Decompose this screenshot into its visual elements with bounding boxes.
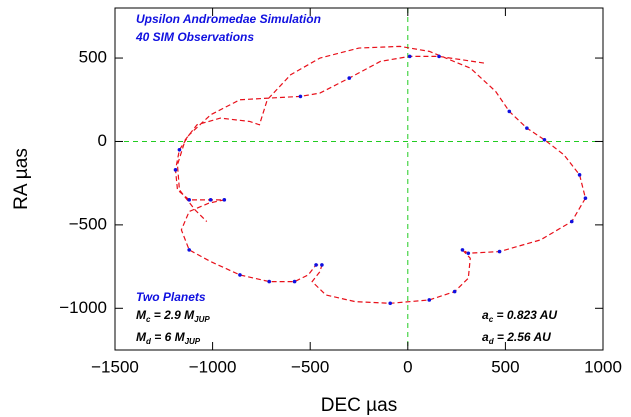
- subscript: JUP: [185, 337, 201, 346]
- x-tick-label: −1000: [189, 357, 237, 376]
- plot-frame: [114, 7, 604, 351]
- model-orbit: [174, 45, 587, 304]
- annotation-part: M: [136, 308, 147, 322]
- annotation-part: M: [136, 330, 147, 344]
- x-tick-label: −1500: [91, 357, 139, 376]
- observation: [267, 279, 272, 284]
- annotation-title: Two Planets: [136, 290, 206, 304]
- observation: [208, 198, 213, 202]
- x-tick-label: 1000: [584, 357, 622, 376]
- y-tick-label: −1000: [59, 298, 107, 317]
- observation: [177, 148, 182, 152]
- annotation-part: a: [482, 330, 489, 344]
- observation: [577, 173, 582, 177]
- x-tick-label: −500: [291, 357, 329, 376]
- observation: [569, 219, 574, 224]
- x-tick-label: 500: [491, 357, 519, 376]
- annotations: Upsilon Andromedae Simulation 40 SIM Obs…: [135, 12, 557, 346]
- y-tick-label: −500: [69, 214, 107, 233]
- subscript: c: [489, 315, 494, 324]
- annotation: Md = 6 MJUP: [136, 330, 201, 346]
- x-tick-label: 0: [403, 357, 412, 376]
- observation: [298, 94, 303, 99]
- observation: [507, 109, 512, 114]
- annotation-part: = 6 M: [151, 330, 186, 344]
- observation: [427, 298, 432, 302]
- observation: [187, 198, 191, 202]
- y-axis-title: RA µas: [11, 148, 32, 210]
- observation: [407, 54, 412, 59]
- subscript: JUP: [194, 315, 210, 324]
- annotation: ad = 2.56 AU: [482, 330, 551, 346]
- annotation: ac = 0.823 AU: [482, 308, 557, 324]
- observation: [347, 76, 352, 80]
- observation: [525, 126, 529, 130]
- title-line: 40 SIM Observations: [135, 30, 254, 44]
- observation: [452, 289, 457, 294]
- observation: [583, 196, 588, 200]
- observation: [437, 54, 441, 59]
- observation: [238, 273, 242, 277]
- observation: [173, 168, 178, 172]
- observation: [542, 137, 547, 142]
- subscript: d: [489, 337, 495, 346]
- observation: [187, 248, 191, 252]
- annotation-part: a: [482, 308, 489, 322]
- observation: [466, 251, 471, 256]
- subscript: d: [146, 337, 152, 346]
- observation: [320, 263, 324, 267]
- observation: [460, 248, 465, 252]
- annotation-part: = 2.9 M: [150, 308, 195, 322]
- annotation: Mc = 2.9 MJUP: [136, 308, 210, 324]
- title-line: Upsilon Andromedae Simulation: [136, 12, 321, 26]
- observation: [222, 198, 227, 202]
- y-tick-label: 0: [98, 131, 107, 150]
- observation: [388, 301, 393, 306]
- subscript: c: [146, 315, 151, 324]
- annotation-part: = 2.56 AU: [494, 330, 552, 344]
- observation: [292, 279, 297, 284]
- observation: [314, 263, 318, 267]
- observation: [497, 249, 502, 254]
- x-axis-title: DEC µas: [321, 395, 397, 416]
- y-tick-label: 500: [79, 48, 107, 67]
- annotation-part: = 0.823 AU: [493, 308, 557, 322]
